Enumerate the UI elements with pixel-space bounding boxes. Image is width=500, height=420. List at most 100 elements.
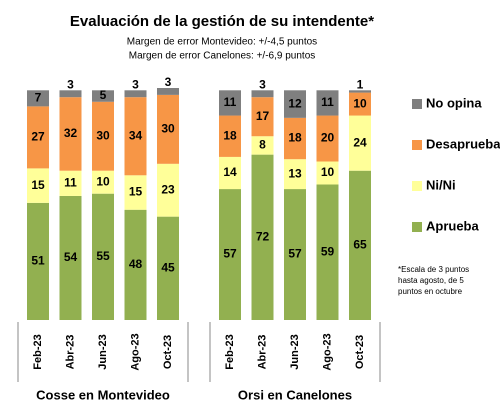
bar-segment [349,115,371,171]
data-label: 30 [161,122,175,136]
data-label: 45 [161,260,175,274]
data-label: 8 [259,138,266,152]
data-label: 12 [288,96,302,110]
data-label: 23 [161,182,175,196]
bar-segment [251,154,274,320]
data-label: 11 [64,175,77,189]
bar-segment [124,209,147,320]
bar-segment [92,170,114,194]
data-label: 30 [96,128,110,142]
bar-segment [251,136,274,155]
bar-segment [59,195,82,320]
data-label: 7 [35,91,42,105]
bar-segment [349,92,371,116]
bar-segment [59,97,82,171]
data-label: 55 [96,249,110,263]
x-tick-label: Oct-23 [162,335,174,369]
subtitle: Margen de error Montevideo: +/-4,5 punto… [127,37,317,48]
data-label: 51 [31,254,45,268]
bar-segment [92,193,114,320]
bar-segment [349,170,371,320]
x-tick-label: Feb-23 [32,334,44,369]
data-label: 15 [31,178,45,192]
x-tick-label: Feb-23 [224,334,236,369]
bar-segment [124,97,147,176]
data-label: 32 [64,126,78,140]
data-label: 57 [288,247,302,261]
bar-segment [219,90,241,116]
x-tick-label: Oct-23 [354,335,366,369]
bar-segment [284,117,306,160]
legend-swatch [412,140,422,150]
bar-segment [349,90,371,93]
legend-swatch [412,222,422,232]
subtitle: Margen de error Canelones: +/-6,9 puntos [129,51,316,62]
x-tick-label: Abr-23 [64,335,76,370]
bar-segment [124,175,147,210]
bar-segment [284,159,306,190]
data-label: 3 [259,77,266,91]
bar-segment [27,202,49,320]
legend-swatch [412,99,422,109]
footnote: puntos en octubre [398,287,463,296]
group-label: Cosse en Montevideo [36,387,170,402]
data-label: 1 [357,77,364,91]
bar-segment [157,88,179,95]
bar-segment [219,189,241,320]
footnote: *Escala de 3 puntos [398,265,469,274]
x-tick-label: Jun-23 [97,334,109,369]
bar-segment [27,90,49,107]
bar-segment [27,106,49,169]
data-label: 3 [165,75,172,89]
bar-segment [124,90,147,98]
bar-segment [219,156,241,190]
x-tick-label: Abr-23 [256,335,268,370]
group-label: Orsi en Canelones [238,387,352,402]
data-label: 48 [129,257,143,271]
data-label: 10 [321,165,335,179]
data-label: 5 [100,88,107,102]
bar-segment [316,161,339,185]
legend-label: Desaprueba [426,136,500,151]
bar-segment [157,216,179,320]
bar-segment [59,170,82,196]
data-label: 20 [321,131,335,145]
data-label: 3 [132,77,139,91]
bar-segment [251,90,274,98]
legend-label: Ni/Ni [426,177,456,192]
bar-segment [92,90,114,102]
bar-segment [316,90,339,116]
data-label: 65 [353,238,367,252]
legend-swatch [412,181,422,191]
data-label: 27 [31,130,45,144]
data-label: 11 [321,95,334,109]
data-label: 18 [288,131,302,145]
legend-label: No opina [426,95,482,110]
data-label: 54 [64,250,78,264]
legend-label: Aprueba [426,218,480,233]
bar-segment [251,97,274,137]
bar-segment [316,184,339,320]
data-label: 13 [288,166,302,180]
data-label: 3 [67,77,74,91]
x-tick-label: Jun-23 [289,334,301,369]
bar-segment [316,115,339,162]
data-label: 24 [353,135,367,149]
bar-segment [27,168,49,203]
bar-segment [157,94,179,164]
data-label: 59 [321,244,335,258]
data-label: 57 [223,247,237,261]
bar-segment [284,90,306,118]
data-label: 10 [353,96,367,110]
x-tick-label: Ago-23 [321,333,333,370]
bar-segment [59,90,82,98]
bar-segment [219,115,241,157]
data-label: 18 [223,128,237,142]
bar-segment [284,189,306,320]
bar-segment [157,163,179,217]
bar-segment [92,101,114,171]
data-label: 10 [96,174,110,188]
data-label: 72 [256,229,270,243]
footnote: hasta agosto, de 5 [398,276,464,285]
